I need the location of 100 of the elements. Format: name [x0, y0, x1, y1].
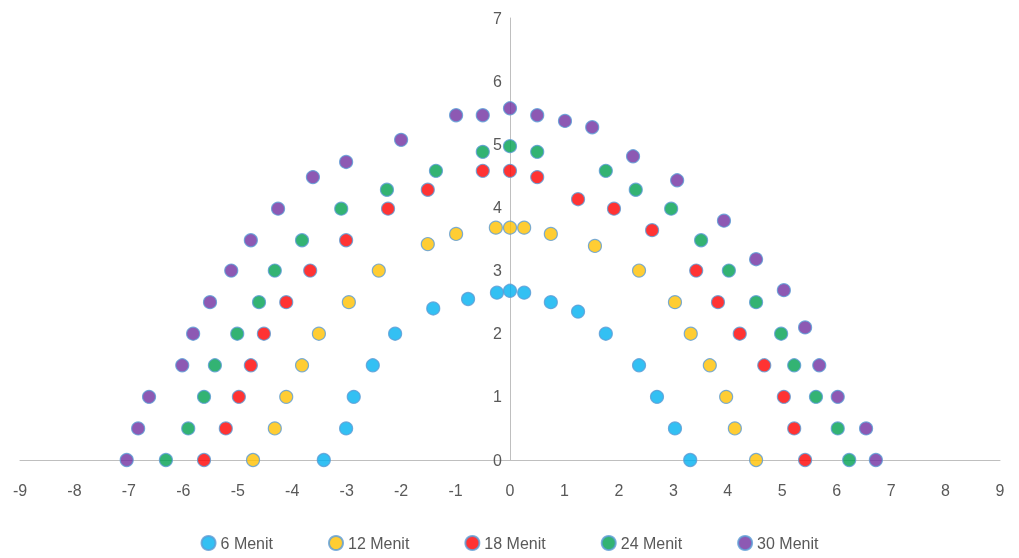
point: [388, 326, 403, 341]
point: [379, 182, 395, 197]
point: [702, 358, 717, 373]
point: [196, 452, 212, 468]
point: [371, 263, 386, 278]
point: [316, 452, 331, 468]
point: [557, 113, 573, 129]
point: [628, 182, 643, 197]
point: [517, 220, 532, 235]
point: [475, 144, 490, 159]
point: [119, 452, 134, 468]
point: [224, 263, 239, 278]
point: [631, 358, 647, 373]
point: [181, 421, 196, 436]
point: [365, 358, 380, 373]
y-tick-label: 3: [493, 262, 503, 280]
x-tick-label: 3: [668, 481, 678, 499]
point: [339, 233, 354, 248]
point: [757, 358, 772, 373]
legend-label: 18 Menit: [484, 534, 547, 552]
point: [683, 452, 698, 468]
x-tick-label: 7: [886, 481, 896, 499]
y-tick-label: 1: [493, 388, 503, 406]
point: [776, 389, 791, 404]
point: [830, 421, 845, 436]
point: [202, 295, 218, 310]
point: [598, 326, 613, 341]
point: [543, 295, 558, 310]
point: [812, 358, 827, 373]
point: [334, 201, 349, 216]
point: [502, 139, 518, 154]
y-tick-label: 0: [493, 451, 503, 469]
x-tick-label: -1: [448, 481, 463, 499]
point: [420, 182, 435, 197]
point: [858, 421, 874, 436]
point: [530, 144, 545, 159]
point: [502, 220, 518, 235]
point: [243, 233, 258, 248]
point: [186, 326, 201, 341]
point: [311, 326, 326, 341]
point: [664, 201, 679, 216]
point: [267, 421, 282, 436]
point: [667, 421, 683, 436]
point: [488, 220, 503, 235]
x-tick-label: -5: [230, 481, 245, 499]
point: [787, 421, 802, 436]
point: [294, 233, 310, 248]
point: [749, 252, 764, 267]
point: [830, 389, 845, 404]
point: [598, 163, 613, 178]
point: [305, 170, 321, 185]
point: [449, 108, 464, 123]
y-tick-label: 2: [493, 325, 503, 343]
point: [502, 163, 518, 178]
y-tick-label: 5: [493, 135, 503, 153]
point: [727, 421, 742, 436]
point: [218, 421, 233, 436]
point: [196, 389, 212, 404]
point: [530, 170, 545, 185]
point: [426, 301, 441, 316]
point: [798, 452, 813, 468]
point: [279, 389, 294, 404]
point: [267, 263, 282, 278]
legend-label: 12 Menit: [348, 534, 410, 552]
point: [798, 320, 813, 335]
point: [230, 326, 245, 341]
point: [776, 283, 791, 298]
point: [251, 295, 267, 310]
point: [207, 358, 223, 373]
point: [670, 173, 685, 188]
x-tick-label: -7: [121, 481, 137, 499]
point: [158, 452, 174, 468]
point: [842, 452, 857, 468]
point: [294, 358, 310, 373]
legend-label: 30 Menit: [757, 534, 820, 552]
point: [245, 452, 261, 468]
point: [710, 295, 726, 310]
point: [570, 304, 586, 319]
y-tick-label: 4: [493, 198, 503, 216]
point: [732, 326, 747, 341]
x-tick-label: -6: [176, 481, 191, 499]
point: [719, 389, 734, 404]
x-tick-label: -8: [67, 481, 82, 499]
point: [141, 389, 157, 404]
point: [243, 358, 258, 373]
point: [667, 295, 683, 310]
legend-label: 6 Menit: [220, 534, 274, 552]
point: [475, 108, 490, 123]
point: [631, 263, 647, 278]
x-tick-label: -3: [339, 481, 354, 499]
point: [808, 389, 824, 404]
point: [587, 238, 603, 254]
point: [585, 120, 600, 135]
point: [868, 452, 883, 468]
point: [694, 233, 709, 248]
point: [346, 389, 361, 404]
point: [231, 389, 246, 404]
point: [502, 101, 518, 116]
point: [339, 421, 354, 436]
x-tick-label: 5: [777, 481, 787, 499]
